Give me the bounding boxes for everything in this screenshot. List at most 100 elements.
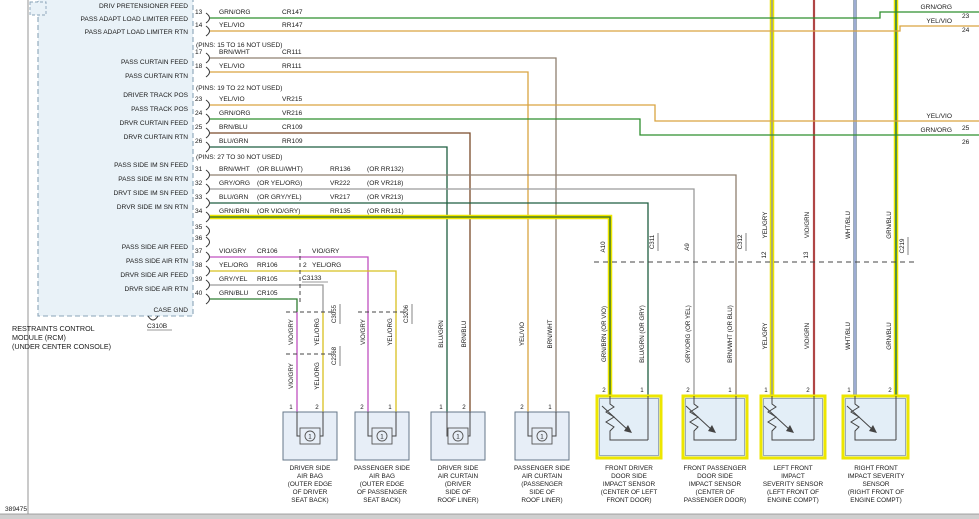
wire-label: BLU/GRN (438, 320, 445, 348)
wire-pin14-yel-vio (210, 25, 979, 32)
pin-label: DRVR CURTAIN RTN (124, 134, 189, 141)
squib-symbol: 1 (308, 433, 312, 440)
svg-text:2: 2 (602, 387, 606, 394)
svg-text:2: 2 (806, 387, 810, 394)
exit-wire: GRN/ORG (920, 4, 952, 11)
note: (PINS: 27 TO 30 NOT USED) (196, 154, 282, 161)
squib-symbol: 1 (456, 433, 460, 440)
wire-label: VIO/GRY (312, 248, 340, 255)
exit-wire: YEL/VIO (926, 113, 952, 120)
wire-label: BRN/WHT (OR BLU) (727, 305, 734, 363)
rcm-module: RESTRAINTS CONTROL MODULE (RCM) (UNDER C… (12, 0, 194, 351)
pin-label: PASS TRACK POS (131, 106, 189, 113)
wire-pin17-brn-wht (210, 57, 557, 412)
wire-pin26-blu-grn (210, 146, 448, 412)
driver-side-air-bag: 1 (282, 411, 338, 461)
sensor-arrow-icon (708, 425, 716, 433)
exit-num: 23 (962, 13, 970, 20)
sensor-components (595, 394, 910, 460)
squib-components: 1 1 1 1 (282, 411, 570, 461)
connector-pin-a10: A10 (600, 241, 607, 253)
wire-label: VIO/GRY (288, 363, 295, 389)
exit-wire: YEL/VIO (926, 18, 952, 25)
connector-c3206: C3206 (403, 304, 410, 323)
wire-pin25-brn-blu (210, 132, 471, 412)
wire-pin24-grn-org (210, 118, 979, 136)
connector-c219: C219 (899, 238, 906, 253)
connector-c3133: C3133 (302, 275, 322, 282)
svg-text:2: 2 (315, 404, 319, 411)
exit-num: 26 (962, 139, 970, 146)
wire-label: YEL/ORG (312, 262, 341, 269)
component-captions: DRIVER SIDE AIR BAG (OUTER EDGE OF DRIVER SE… (288, 465, 905, 504)
wire-pin31-brn-wht (210, 174, 737, 396)
exit-num: 25 (962, 125, 970, 132)
wire-label: YEL/ORG (314, 318, 321, 346)
inline-connector-labels: C3133 VIO/GRY 2 YEL/ORG (302, 248, 341, 283)
wire-label: GRY/ORG (OR YEL) (685, 305, 692, 363)
wire-label: GRN/BLU (886, 211, 893, 239)
pin-label: DRVT SIDE IM SN FEED (114, 190, 189, 197)
pin-label: PASS ADAPT LOAD LIMITER FEED (81, 16, 189, 23)
wire-pin34-highlight (210, 214, 613, 396)
rcm-wires (210, 11, 979, 412)
wire-pin40-grn-blu (210, 298, 298, 312)
svg-text:36: 36 (195, 235, 203, 242)
front-driver-door-impact-sensor (595, 394, 663, 460)
wire-pin39-gry-yel (210, 284, 324, 312)
wire-pin33-blu-grn (210, 202, 649, 396)
left-front-impact-severity-sensor (759, 394, 827, 460)
wire-label: WHT/BLU (845, 211, 852, 239)
wire-label: GRN/BLU (886, 322, 893, 350)
case-gnd-connector: C310B (147, 323, 172, 331)
connector-pin: 12 (761, 251, 768, 258)
wire-label: VIO/GRY (360, 319, 367, 345)
rcm-pin-brackets (147, 12, 210, 321)
wire-pin13-grn-org (210, 11, 979, 19)
pin-label: PASS SIDE AIR FEED (122, 244, 188, 251)
sensor-arrow-icon (786, 425, 794, 433)
module-corner-box (29, 1, 47, 16)
pin-label: DRVR CURTAIN FEED (119, 120, 188, 127)
pin-label: DRIV PRETENSIONER FEED (99, 3, 188, 10)
connector-c311: C311 (649, 234, 656, 249)
note: (PINS: 15 TO 16 NOT USED) (196, 42, 282, 49)
inline-connectors (286, 249, 916, 355)
wire-label: YEL/GRY (762, 212, 769, 239)
wire-label: YEL/ORG (387, 318, 394, 346)
svg-text:1: 1 (289, 404, 293, 411)
pin-label: DRVR SIDE AIR FEED (120, 272, 188, 279)
pin-label: PASS ADAPT LOAD LIMITER RTN (85, 29, 189, 36)
sheet-number: 389475 (5, 506, 27, 513)
pin-label: PASS CURTAIN FEED (121, 59, 188, 66)
pin-label: PASS SIDE AIR RTN (126, 258, 188, 265)
right-front-impact-severity-sensor (841, 394, 910, 460)
svg-text:1: 1 (640, 387, 644, 394)
svg-text:2: 2 (686, 387, 690, 394)
pin-label: DRVR SIDE IM SN RTN (117, 204, 188, 211)
wire-pin23-yel-vio (210, 104, 979, 122)
svg-text:1: 1 (388, 404, 392, 411)
svg-text:2: 2 (462, 404, 466, 411)
wire-label: BRN/WHT (547, 319, 554, 348)
page-exits: GRN/ORG 23 YEL/VIO 24 YEL/VIO 25 GRN/ORG… (920, 4, 969, 146)
note: (PINS: 19 TO 22 NOT USED) (196, 85, 282, 92)
case-gnd-label: CASE GND (154, 307, 189, 314)
